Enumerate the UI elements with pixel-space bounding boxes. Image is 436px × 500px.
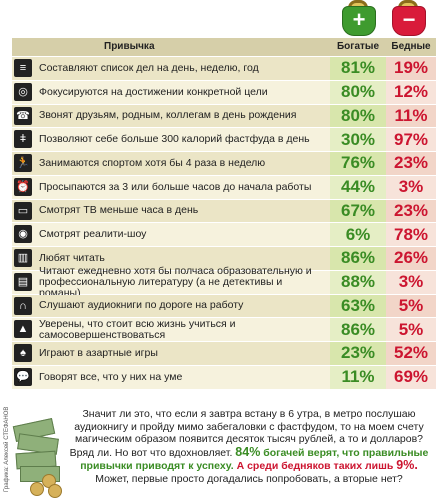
rich-percent: 30%	[330, 128, 386, 151]
spade-icon: ♠	[14, 344, 32, 362]
habit-label: Смотрят ТВ меньше часа в день	[12, 199, 330, 223]
poor-percent: 69%	[386, 365, 436, 389]
tv-icon: ▭	[14, 201, 32, 220]
rich-column-header: Богатые	[336, 41, 380, 52]
rich-percent: 88%	[330, 270, 386, 294]
closing-section: Значит ли это, что если я завтра встану …	[12, 408, 436, 500]
poor-percent: 11%	[386, 104, 436, 128]
rich-wallet-icon: +	[342, 0, 376, 36]
fast-food-icon: ǂ	[14, 130, 32, 149]
table-row: Позволяют себе больше 300 калорий фастфу…	[12, 128, 436, 152]
rich-percent: 44%	[330, 175, 386, 199]
poor-wallet-icon: −	[392, 0, 426, 36]
poor-percent: 26%	[386, 247, 436, 270]
poor-percent: 23%	[386, 152, 436, 175]
table-row: Занимаются спортом хотя бы 4 раза в неде…	[12, 152, 436, 176]
rich-percent: 6%	[330, 223, 386, 246]
table-row: Смотрят реалити-шоу ◉ 6% 78%	[12, 223, 436, 247]
habit-label: Составляют список дел на день, неделю, г…	[12, 57, 330, 80]
habit-label: Занимаются спортом хотя бы 4 раза в неде…	[12, 152, 330, 175]
habit-label: Читают ежедневно хотя бы полчаса образов…	[12, 265, 330, 298]
table-row: Читают ежедневно хотя бы полчаса образов…	[12, 265, 436, 298]
poor-believers-percent: 9%.	[396, 458, 418, 472]
graduation-cap-icon: ▲	[14, 320, 32, 339]
plus-sign: +	[342, 6, 376, 36]
poor-believers-text: А среди бедняков таких лишь	[236, 460, 394, 472]
table-row: Уверены, что стоит всю жизнь учиться и с…	[12, 318, 436, 342]
rich-percent: 67%	[330, 199, 386, 223]
rich-percent: 81%	[330, 57, 386, 80]
poor-percent: 12%	[386, 80, 436, 104]
poor-percent: 52%	[386, 342, 436, 365]
speech-bubble-icon: 💬	[14, 367, 32, 386]
habit-column-header: Привычка	[104, 41, 155, 52]
eye-icon: ◉	[14, 225, 32, 244]
money-stack-icon	[12, 408, 66, 500]
table-row: Любят читать ▥ 86% 26%	[12, 247, 436, 271]
open-book-icon: ▤	[14, 272, 32, 291]
rich-percent: 80%	[330, 104, 386, 128]
credit-text: Графика: Алексей СТЕФАНОВ	[4, 406, 10, 492]
rich-percent: 76%	[330, 152, 386, 175]
headphones-icon: ∩	[14, 296, 32, 315]
poor-percent: 3%	[386, 175, 436, 199]
habit-label: Фокусируются на достижении конкретной це…	[12, 80, 330, 104]
list-icon: ≡	[14, 59, 32, 77]
closing-text-2: Может, первые просто догадались попробов…	[95, 472, 403, 485]
rich-believers-percent: 84%	[235, 444, 261, 459]
table-header: Привычка Богатые Бедные	[12, 38, 436, 56]
rich-percent: 80%	[330, 80, 386, 104]
books-icon: ▥	[14, 249, 32, 267]
table-row: Играют в азартные игры ♠ 23% 52%	[12, 342, 436, 366]
infographic: + − Привычка Богатые Бедные Составляют с…	[12, 0, 436, 500]
alarm-clock-icon: ⏰	[14, 177, 32, 196]
table-row: Составляют список дел на день, неделю, г…	[12, 57, 436, 81]
habit-label: Любят читать	[12, 247, 330, 270]
rich-percent: 86%	[330, 247, 386, 270]
habit-label: Играют в азартные игры	[12, 342, 330, 365]
habit-label: Звонят друзьям, родным, коллегам в день …	[12, 104, 330, 128]
table-row: Просыпаются за 3 или больше часов до нач…	[12, 175, 436, 200]
closing-text-1: Значит ли это, что если я завтра встану …	[69, 408, 424, 459]
runner-icon: 🏃	[14, 154, 32, 172]
habit-label: Позволяют себе больше 300 калорий фастфу…	[12, 128, 330, 151]
habits-table: Составляют список дел на день, неделю, г…	[12, 57, 436, 390]
table-row: Слушают аудиокниги по дороге на работу ∩ 6…	[12, 294, 436, 319]
table-row: Звонят друзьям, родным, коллегам в день …	[12, 104, 436, 129]
rich-believers-text: богачей верят, что правильные привычки п…	[80, 446, 429, 473]
poor-percent: 5%	[386, 294, 436, 318]
graphics-credit: Графика: Алексей СТЕФАНОВ	[0, 300, 12, 500]
target-icon: ◎	[14, 82, 32, 101]
closing-paragraph: Значит ли это, что если я завтра встану …	[64, 408, 434, 485]
habit-label: Слушают аудиокниги по дороге на работу	[12, 294, 330, 318]
habit-label: Смотрят реалити-шоу	[12, 223, 330, 246]
poor-column-header: Бедные	[391, 41, 431, 52]
poor-percent: 97%	[386, 128, 436, 151]
poor-percent: 5%	[386, 318, 436, 341]
habit-label: Уверены, что стоит всю жизнь учиться и с…	[12, 318, 330, 341]
poor-percent: 23%	[386, 199, 436, 223]
table-row: Говорят все, что у них на уме 💬 11% 69%	[12, 365, 436, 390]
table-row: Смотрят ТВ меньше часа в день ▭ 67% 23%	[12, 199, 436, 224]
poor-percent: 78%	[386, 223, 436, 246]
habit-label: Просыпаются за 3 или больше часов до нач…	[12, 175, 330, 199]
rich-percent: 23%	[330, 342, 386, 365]
phone-icon: ☎	[14, 106, 32, 125]
poor-percent: 19%	[386, 57, 436, 80]
rich-percent: 11%	[330, 365, 386, 389]
rich-percent: 86%	[330, 318, 386, 341]
minus-sign: −	[392, 6, 426, 36]
habit-label: Говорят все, что у них на уме	[12, 365, 330, 389]
rich-percent: 63%	[330, 294, 386, 318]
table-row: Фокусируются на достижении конкретной це…	[12, 80, 436, 105]
poor-percent: 3%	[386, 270, 436, 294]
